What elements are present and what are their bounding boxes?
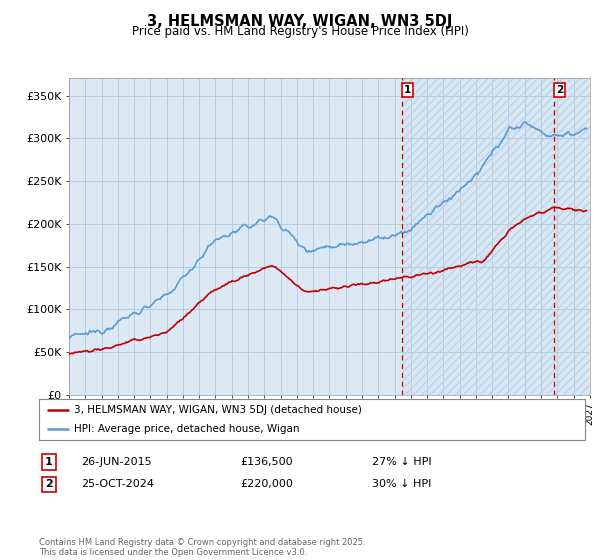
Bar [403,78,590,395]
Text: 3, HELMSMAN WAY, WIGAN, WN3 5DJ (detached house): 3, HELMSMAN WAY, WIGAN, WN3 5DJ (detache… [74,405,362,415]
Text: 1: 1 [404,85,411,95]
Text: £136,500: £136,500 [240,457,293,467]
Text: 3, HELMSMAN WAY, WIGAN, WN3 5DJ: 3, HELMSMAN WAY, WIGAN, WN3 5DJ [148,14,452,29]
Text: 30% ↓ HPI: 30% ↓ HPI [372,479,431,489]
Text: 26-JUN-2015: 26-JUN-2015 [81,457,152,467]
Text: 1: 1 [45,457,53,467]
Text: 27% ↓ HPI: 27% ↓ HPI [372,457,431,467]
Text: £220,000: £220,000 [240,479,293,489]
Text: HPI: Average price, detached house, Wigan: HPI: Average price, detached house, Wiga… [74,424,300,433]
Text: Price paid vs. HM Land Registry's House Price Index (HPI): Price paid vs. HM Land Registry's House … [131,25,469,38]
Text: 2: 2 [45,479,53,489]
Text: 25-OCT-2024: 25-OCT-2024 [81,479,154,489]
Text: Contains HM Land Registry data © Crown copyright and database right 2025.
This d: Contains HM Land Registry data © Crown c… [39,538,365,557]
Text: 2: 2 [556,85,563,95]
